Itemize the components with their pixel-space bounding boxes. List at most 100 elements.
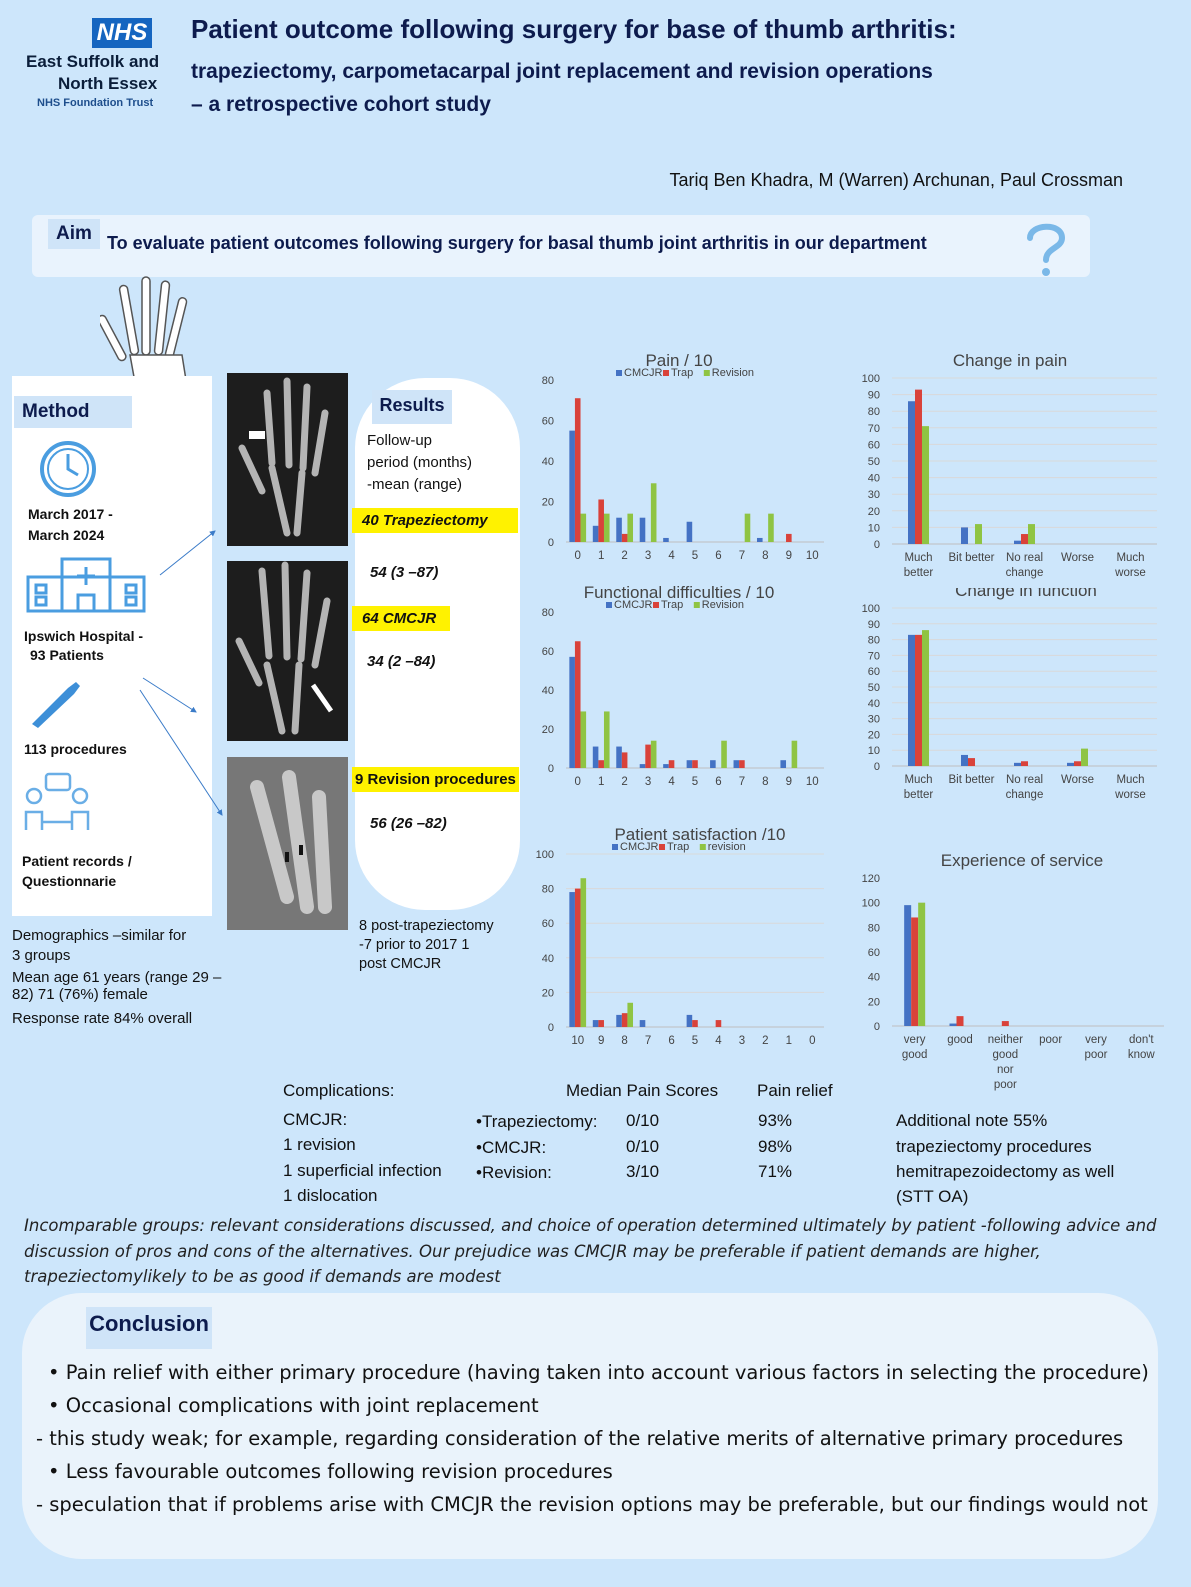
- relief-title: Pain relief: [757, 1081, 833, 1100]
- xray-revision: [227, 757, 348, 930]
- bar-cmcjr: [592, 525, 599, 542]
- bar-trap: [645, 744, 651, 768]
- followup-label: Follow-up period (months) -mean (range): [367, 430, 472, 496]
- bar-cmcjr: [904, 905, 912, 1026]
- y-tick-label: 20: [542, 724, 554, 736]
- note-line: trapeziectomy procedures: [896, 1137, 1092, 1156]
- x-tick-label: 4: [715, 1035, 722, 1047]
- x-tick-label: 6: [668, 1035, 674, 1047]
- x-tick-label: 3: [645, 776, 651, 788]
- legend-swatch: [616, 370, 622, 376]
- method-records-2: Questionnarie: [22, 873, 117, 889]
- legend-label: Trap: [667, 841, 689, 853]
- bar-revision: [650, 740, 657, 768]
- x-tick-label: 7: [739, 776, 745, 788]
- median-title: Median Pain Scores: [566, 1081, 719, 1100]
- x-tick-label: 8: [762, 550, 768, 562]
- revision-note-line: post CMCJR: [359, 956, 442, 972]
- bar-trap: [574, 398, 581, 542]
- x-tick-label: 1: [598, 550, 604, 562]
- bar-trap: [1021, 761, 1028, 766]
- x-tick-label: 3: [739, 1035, 745, 1047]
- median-row-score: 3/10: [626, 1162, 660, 1181]
- aim-panel: [32, 215, 1090, 277]
- bar-cmcjr: [686, 521, 693, 542]
- x-tick-label: 7: [645, 1035, 651, 1047]
- x-tick-label: 2: [762, 1035, 768, 1047]
- complications-line: 1 dislocation: [283, 1186, 378, 1205]
- median-row-relief: 93%: [758, 1111, 793, 1130]
- x-tick-label: Worse: [1061, 552, 1094, 564]
- legend-swatch: [653, 602, 659, 608]
- x-tick-label: No real: [1006, 552, 1043, 564]
- demographics-line: Demographics –similar for: [12, 927, 187, 944]
- bar-revision: [580, 513, 587, 542]
- y-tick-label: 0: [874, 761, 880, 773]
- x-tick-label: 5: [692, 776, 698, 788]
- bar-trap: [915, 634, 922, 766]
- y-tick-label: 50: [868, 456, 880, 468]
- y-tick-label: 40: [868, 972, 880, 984]
- median-row-relief: 71%: [758, 1162, 793, 1181]
- conclusion-label: Conclusion: [86, 1307, 212, 1349]
- xray-trapeziectomy: [227, 373, 348, 546]
- y-tick-label: 40: [542, 685, 554, 697]
- y-tick-label: 100: [862, 603, 880, 615]
- y-tick-label: 80: [542, 607, 554, 619]
- y-tick-label: 60: [868, 439, 880, 451]
- followup-line: period (months): [367, 454, 473, 471]
- conclusion-line: - speculation that if problems arise wit…: [36, 1493, 1148, 1516]
- x-tick-label: poor: [1084, 1049, 1107, 1061]
- x-tick-label: No real: [1006, 774, 1043, 786]
- note-line: (STT OA): [896, 1187, 969, 1206]
- bar-cmcjr: [616, 517, 622, 542]
- conclusion-line: • Occasional complications with joint re…: [48, 1394, 539, 1417]
- bar-trap: [692, 1020, 698, 1027]
- bar-cmcjr: [663, 764, 669, 768]
- legend-label: CMCJR: [620, 841, 659, 853]
- y-tick-label: 10: [868, 522, 880, 534]
- x-tick-label: 2: [621, 550, 627, 562]
- bar-revision: [791, 740, 798, 768]
- stat-revision: 56 (26 –82): [370, 815, 447, 832]
- bar-trap: [715, 1020, 722, 1027]
- legend-swatch: [703, 370, 710, 376]
- patient-records-icon: [24, 772, 90, 830]
- bar-cmcjr: [639, 517, 646, 542]
- bar-cmcjr: [710, 760, 716, 768]
- bar-trap: [621, 533, 628, 542]
- x-tick-label: 9: [786, 550, 792, 562]
- y-tick-label: 90: [868, 390, 880, 402]
- method-dates-2: March 2024: [28, 527, 105, 543]
- bar-revision: [627, 1002, 634, 1027]
- x-tick-label: 1: [786, 1035, 792, 1047]
- y-tick-label: 20: [868, 729, 880, 741]
- y-tick-label: 20: [868, 506, 880, 518]
- x-tick-label: 10: [806, 550, 819, 562]
- bar-trap: [911, 917, 919, 1026]
- method-hospital-2: 93 Patients: [30, 647, 104, 663]
- bar-cmcjr: [949, 1023, 957, 1026]
- x-tick-label: very: [904, 1034, 926, 1046]
- bar-trap: [786, 533, 792, 542]
- median-row-name: •Trapeziectomy:: [476, 1112, 598, 1131]
- legend-swatch: [659, 844, 665, 850]
- results-label: Results: [372, 390, 452, 424]
- x-tick-label: poor: [994, 1079, 1017, 1091]
- chart-title: Functional difficulties / 10: [584, 583, 775, 602]
- x-tick-label: Worse: [1061, 774, 1094, 786]
- x-tick-label: worse: [1114, 567, 1146, 579]
- bar-trap: [598, 760, 604, 768]
- bar-cmcjr: [639, 764, 646, 768]
- x-tick-label: 4: [668, 550, 675, 562]
- complications-line: 1 superficial infection: [283, 1161, 442, 1180]
- y-tick-label: 30: [868, 489, 880, 501]
- title-line-3: – a retrospective cohort study: [191, 93, 491, 116]
- bar-revision: [650, 483, 657, 542]
- bar-revision: [922, 630, 929, 766]
- y-tick-label: 80: [542, 884, 554, 896]
- bar-trap: [598, 1020, 604, 1027]
- legend-label: CMCJR: [624, 367, 663, 379]
- bar-revision: [918, 902, 926, 1026]
